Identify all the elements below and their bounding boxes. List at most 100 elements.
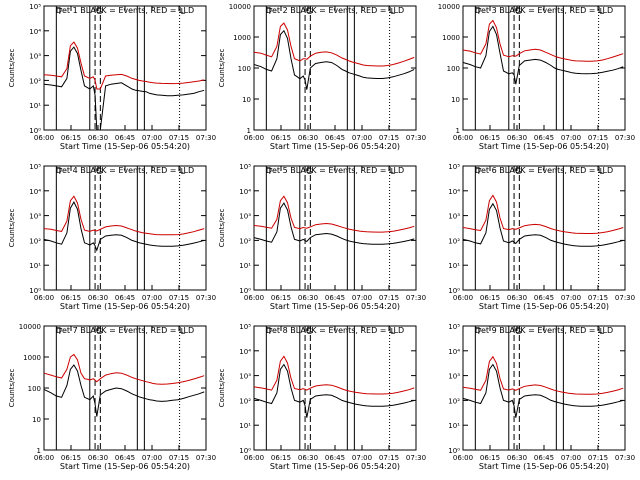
x-tick-label: 06:15: [271, 454, 291, 462]
y-tick-label: 10¹: [239, 262, 251, 270]
y-axis-label: Counts/sec: [8, 369, 16, 408]
x-tick-label: 07:00: [561, 134, 581, 142]
series-line-events: [43, 201, 205, 252]
marker-label: G: [515, 7, 521, 16]
x-tick-label: 06:00: [453, 294, 473, 302]
y-tick-label: 10¹: [239, 422, 251, 430]
x-tick-label: 07:00: [561, 454, 581, 462]
x-tick-label: 07:00: [352, 134, 372, 142]
x-tick-label: 07:15: [588, 454, 608, 462]
y-tick-label: 100: [447, 65, 460, 73]
y-tick-label: 10³: [239, 373, 251, 381]
marker-label: T: [475, 7, 481, 16]
y-tick-label: 10⁰: [29, 287, 41, 295]
y-tick-label: 10⁵: [29, 163, 41, 171]
series-line-events: [253, 29, 415, 90]
x-tick-label: 06:30: [88, 134, 108, 142]
x-tick-label: 07:30: [406, 454, 426, 462]
series-line-lld: [43, 353, 205, 385]
x-tick-label: 07:30: [615, 294, 635, 302]
x-tick-label: 07:15: [169, 294, 189, 302]
x-tick-label: 06:30: [298, 134, 318, 142]
y-tick-label: 10⁵: [239, 163, 251, 171]
x-tick-label: 06:45: [325, 294, 345, 302]
y-tick-label: 1000: [442, 34, 460, 42]
chart-panel-9: Det 9 BLACK = Events, RED = LLD10⁰10¹10²…: [448, 323, 635, 471]
x-axis-label: Start Time (15-Sep-06 05:54:20): [60, 302, 190, 311]
y-tick-label: 1: [247, 127, 251, 135]
series-line-lld: [43, 195, 205, 236]
x-tick-label: 07:30: [406, 294, 426, 302]
y-tick-label: 10²: [448, 237, 460, 245]
series-line-lld: [43, 41, 205, 90]
y-tick-label: 10²: [239, 237, 251, 245]
y-tick-label: 10²: [29, 77, 41, 85]
y-tick-label: 10⁵: [448, 163, 460, 171]
y-tick-label: 10²: [29, 237, 41, 245]
plot-frame: [43, 325, 207, 451]
x-tick-label: 07:00: [142, 134, 162, 142]
plot-frame: [462, 5, 626, 131]
chart-panel-4: Det 4 BLACK = Events, RED = LLD10⁰10¹10²…: [8, 163, 216, 311]
plot-frame: [462, 325, 626, 451]
plot-frame: [253, 325, 417, 451]
y-tick-label: 10⁰: [29, 127, 41, 135]
x-tick-label: 06:15: [480, 294, 500, 302]
y-axis-label: Counts/sec: [8, 209, 16, 248]
x-tick-label: 06:00: [34, 294, 54, 302]
marker-label: L: [391, 167, 396, 176]
marker-label: T: [56, 7, 62, 16]
x-tick-label: 07:30: [615, 134, 635, 142]
marker-label: L: [600, 327, 605, 336]
x-tick-label: 06:30: [507, 454, 527, 462]
y-tick-label: 10: [242, 96, 251, 104]
y-tick-label: 10¹: [29, 262, 41, 270]
y-tick-label: 10: [32, 416, 41, 424]
x-tick-label: 06:15: [271, 294, 291, 302]
y-tick-label: 10³: [448, 213, 460, 221]
series-line-events: [462, 25, 624, 85]
x-tick-label: 06:15: [480, 454, 500, 462]
x-tick-label: 06:30: [298, 294, 318, 302]
x-tick-label: 06:45: [534, 454, 554, 462]
series-line-events: [43, 364, 205, 417]
x-tick-label: 06:45: [115, 134, 135, 142]
x-tick-label: 06:00: [453, 134, 473, 142]
series-line-lld: [462, 355, 624, 395]
marker-label: G: [515, 327, 521, 336]
y-tick-label: 10⁰: [239, 287, 251, 295]
series-line-lld: [253, 195, 415, 233]
y-tick-label: 1000: [23, 354, 41, 362]
marker-label: L: [181, 327, 186, 336]
x-tick-label: 07:30: [406, 134, 426, 142]
x-tick-label: 06:45: [325, 134, 345, 142]
marker-label: G: [306, 327, 312, 336]
x-tick-label: 07:15: [169, 454, 189, 462]
chart-panel-6: Det 6 BLACK = Events, RED = LLD10⁰10¹10²…: [448, 163, 635, 311]
x-axis-label: Start Time (15-Sep-06 05:54:20): [270, 302, 400, 311]
x-tick-label: 06:00: [34, 454, 54, 462]
plot-frame: [253, 5, 417, 131]
marker-label: T: [475, 327, 481, 336]
y-tick-label: 10: [451, 96, 460, 104]
x-tick-label: 07:00: [142, 454, 162, 462]
y-tick-label: 10⁴: [29, 28, 41, 36]
x-tick-label: 07:30: [196, 454, 216, 462]
series-line-events: [462, 202, 624, 247]
x-tick-label: 07:30: [196, 294, 216, 302]
marker-label: L: [391, 7, 396, 16]
marker-label: G: [306, 167, 312, 176]
x-tick-label: 07:15: [588, 134, 608, 142]
x-tick-label: 06:15: [61, 454, 81, 462]
x-axis-label: Start Time (15-Sep-06 05:54:20): [479, 142, 609, 151]
x-tick-label: 07:15: [169, 134, 189, 142]
plot-frame: [462, 165, 626, 291]
x-tick-label: 06:15: [271, 134, 291, 142]
x-tick-label: 06:15: [480, 134, 500, 142]
plot-frame: [43, 165, 207, 291]
y-axis-label: Counts/sec: [218, 49, 226, 88]
y-tick-label: 10¹: [29, 102, 41, 110]
y-tick-label: 10⁵: [239, 323, 251, 331]
marker-label: G: [96, 167, 102, 176]
